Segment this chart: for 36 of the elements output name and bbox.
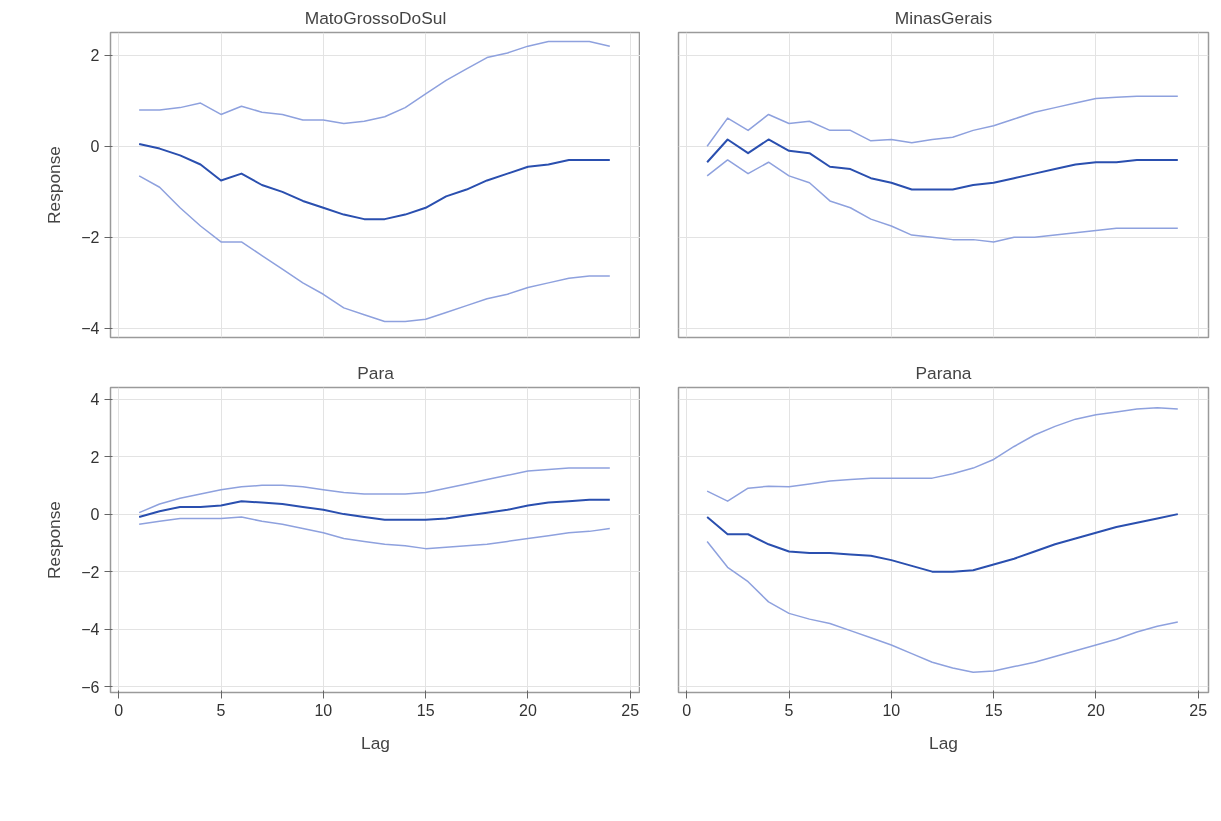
line-series (138, 143, 611, 221)
x-tick-label: 5 (216, 701, 226, 719)
x-tick-label: 25 (621, 701, 640, 719)
y-tick-label: 0 (90, 506, 100, 524)
x-tick-label: 10 (882, 701, 901, 719)
y-tick-label: −4 (81, 320, 100, 338)
y-tick-label: 0 (90, 138, 100, 156)
chart-title: Parana (915, 362, 972, 383)
chart-title: MatoGrossoDoSul (304, 7, 447, 28)
line-series (138, 516, 611, 550)
chart-title: MinasGerais (894, 7, 993, 28)
chart-title: Para (357, 362, 395, 383)
line-series (138, 498, 611, 521)
x-tick-label: 25 (1189, 701, 1208, 719)
x-tick-label: 5 (784, 701, 794, 719)
x-tick-label: 15 (984, 701, 1003, 719)
y-tick-label: −2 (81, 229, 100, 247)
y-tick-label: 2 (90, 448, 100, 466)
x-tick-label: 0 (682, 701, 692, 719)
x-tick-label: 20 (1087, 701, 1105, 719)
y-tick-label: −4 (81, 621, 100, 639)
x-tick-label: 10 (314, 701, 333, 719)
x-axis-title: Lag (929, 732, 958, 753)
x-axis-title: Lag (361, 732, 390, 753)
x-tick-label: 20 (519, 701, 537, 719)
line-series (138, 467, 611, 514)
x-tick-label: 15 (416, 701, 435, 719)
y-tick-label: 4 (90, 391, 100, 409)
y-axis-title: Response (44, 500, 65, 580)
y-tick-label: −6 (81, 678, 100, 696)
line-series (138, 40, 611, 125)
line-series (138, 175, 611, 323)
y-tick-label: −2 (81, 563, 100, 581)
x-tick-label: 0 (114, 701, 124, 719)
y-axis-title: Response (44, 145, 65, 225)
y-tick-label: 2 (90, 47, 100, 65)
